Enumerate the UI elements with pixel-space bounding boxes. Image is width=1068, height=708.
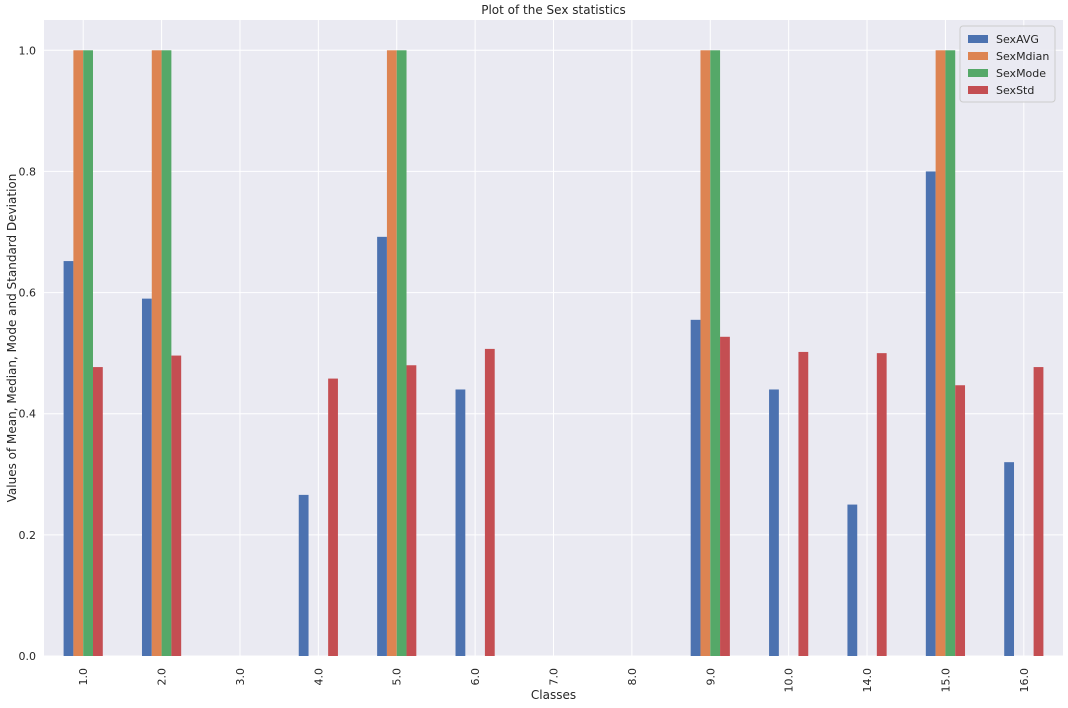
bar-SexAVG-6.0 <box>455 389 466 656</box>
bar-SexAVG-16.0 <box>1004 462 1015 656</box>
legend-swatch <box>968 52 988 60</box>
x-tick-label: 5.0 <box>391 668 404 686</box>
y-tick-label: 0.0 <box>19 650 37 663</box>
legend-swatch <box>968 35 988 43</box>
bar-SexStd-6.0 <box>484 348 495 656</box>
bar-SexMode-15.0 <box>945 50 956 657</box>
x-axis-title: Classes <box>531 688 576 702</box>
y-tick-label: 1.0 <box>19 44 37 57</box>
y-tick-label: 0.8 <box>19 165 37 178</box>
legend-label: SexMdian <box>996 50 1049 63</box>
y-axis-title: Values of Mean, Median, Mode and Standar… <box>5 174 19 503</box>
x-tick-label: 15.0 <box>939 668 952 693</box>
bar-SexMode-9.0 <box>710 50 721 657</box>
bar-SexAVG-10.0 <box>769 389 779 656</box>
bar-SexMode-5.0 <box>396 50 407 657</box>
chart-title: Plot of the Sex statistics <box>481 3 626 17</box>
bar-SexMdian-1.0 <box>73 50 84 657</box>
y-tick-label: 0.4 <box>19 408 37 421</box>
bar-SexAVG-2.0 <box>141 298 152 656</box>
bar-SexStd-16.0 <box>1033 367 1044 656</box>
legend-box <box>959 25 1056 103</box>
bar-SexAVG-14.0 <box>847 504 858 656</box>
x-tick-label: 16.0 <box>1018 668 1031 693</box>
bar-SexStd-10.0 <box>798 351 809 656</box>
bar-SexAVG-5.0 <box>377 236 387 657</box>
x-tick-label: 9.0 <box>704 668 717 686</box>
bar-SexMdian-5.0 <box>386 50 397 657</box>
x-tick-label: 8.0 <box>626 668 639 686</box>
x-tick-label: 14.0 <box>861 668 874 693</box>
legend-swatch <box>968 69 988 77</box>
bar-SexAVG-9.0 <box>690 319 701 656</box>
legend-label: SexAVG <box>996 33 1039 46</box>
x-tick-label: 6.0 <box>469 668 482 686</box>
bar-SexMdian-15.0 <box>935 50 946 657</box>
bar-SexStd-5.0 <box>406 365 417 656</box>
bar-SexStd-14.0 <box>876 353 887 656</box>
bar-SexMode-2.0 <box>161 50 172 657</box>
bar-SexAVG-15.0 <box>925 171 936 656</box>
bar-SexAVG-4.0 <box>298 494 309 656</box>
y-tick-label: 0.2 <box>19 529 37 542</box>
x-axis-ticks: 1.0 2.0 3.0 4.0 5.0 6.0 7.0 8.0 9.0 10.0 14.0 15.0 1… <box>77 668 1031 693</box>
x-tick-label: 10.0 <box>783 668 796 693</box>
bar-SexStd-9.0 <box>720 336 730 656</box>
bar-SexMdian-2.0 <box>151 50 162 657</box>
legend-label: SexStd <box>996 84 1034 97</box>
bar-SexAVG-1.0 <box>63 261 74 656</box>
bar-SexMdian-9.0 <box>700 50 711 657</box>
x-tick-label: 4.0 <box>312 668 325 686</box>
x-tick-label: 2.0 <box>156 668 169 686</box>
legend-label: SexMode <box>996 67 1046 80</box>
legend-swatch <box>968 86 988 94</box>
y-tick-label: 0.6 <box>19 287 37 300</box>
x-tick-label: 1.0 <box>77 668 90 686</box>
bar-SexStd-1.0 <box>92 367 103 656</box>
bar-SexMode-1.0 <box>83 50 93 657</box>
bars <box>63 50 1044 657</box>
legend: SexAVG SexMdian SexMode SexStd <box>959 25 1056 103</box>
bar-SexStd-2.0 <box>171 355 182 656</box>
x-tick-label: 7.0 <box>548 668 561 686</box>
bar-SexStd-4.0 <box>328 378 338 656</box>
bar-SexStd-15.0 <box>955 385 966 656</box>
y-axis-ticks: 0.0 0.2 0.4 0.6 0.8 1.0 <box>19 44 37 663</box>
x-tick-label: 3.0 <box>234 668 247 686</box>
